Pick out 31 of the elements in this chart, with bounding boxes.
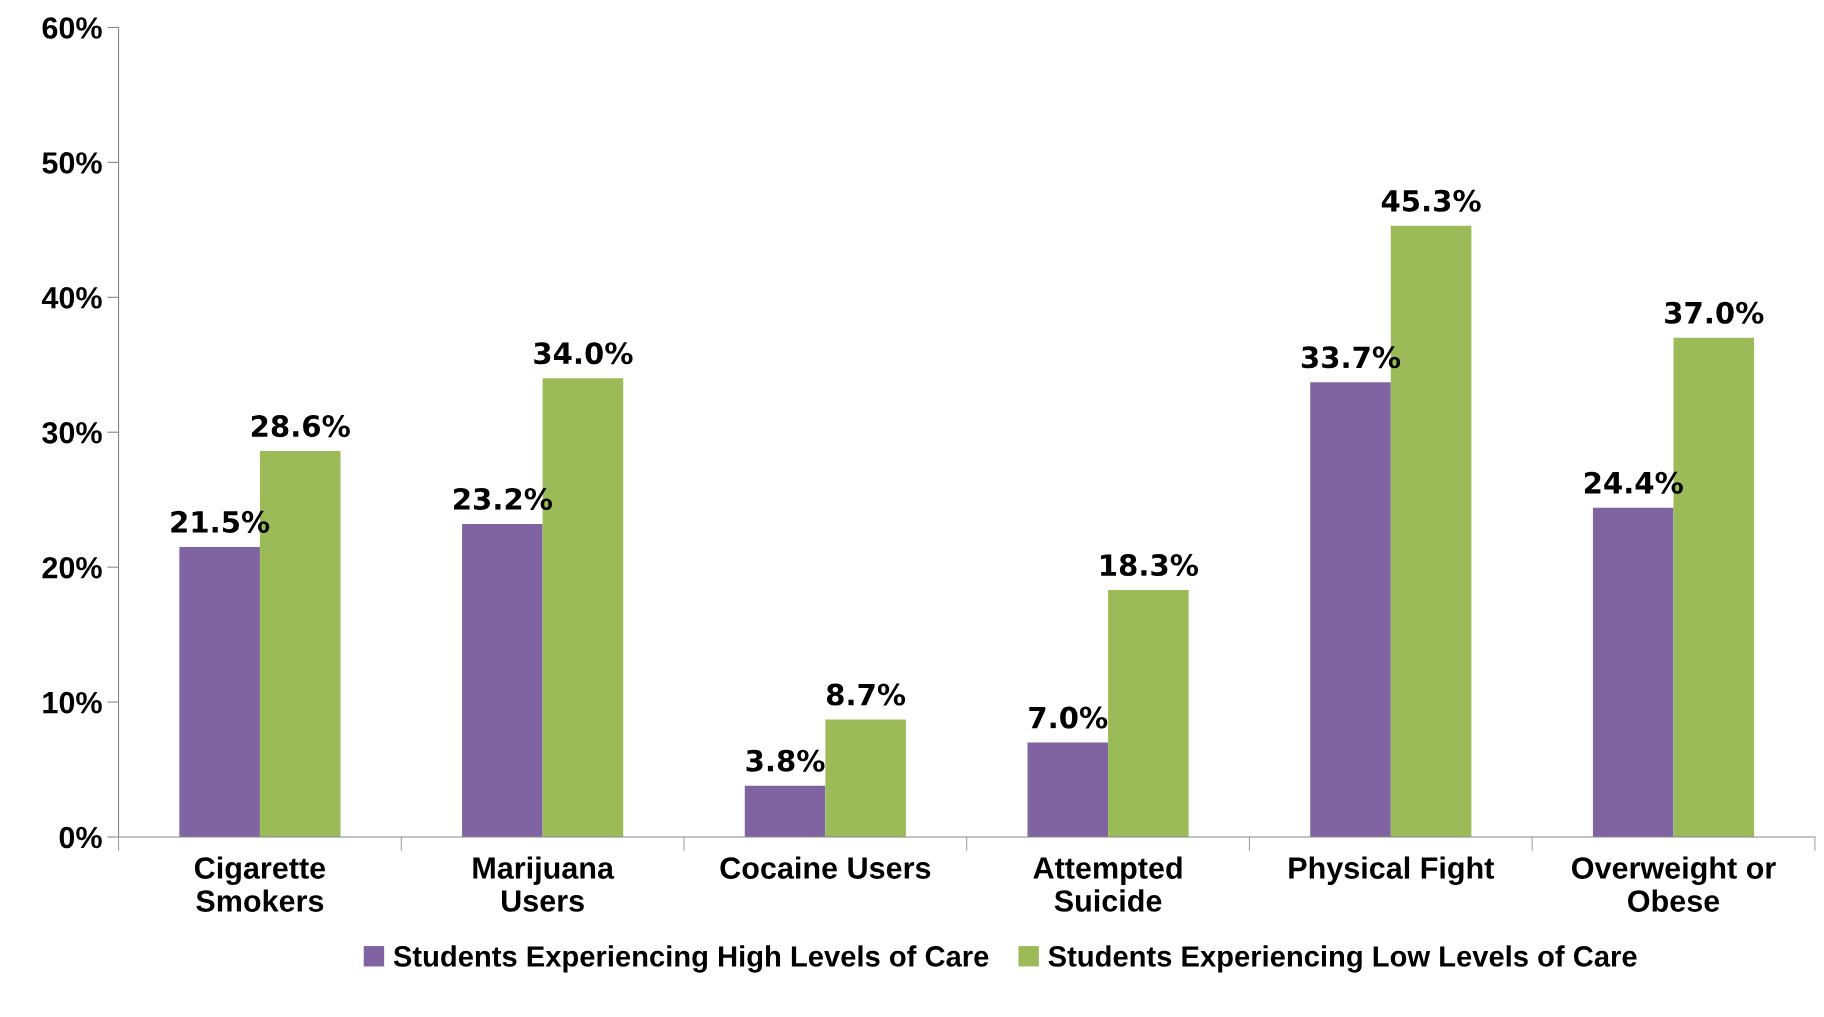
data-label: 28.6% xyxy=(251,415,350,438)
bar xyxy=(179,546,260,837)
bar xyxy=(744,785,826,837)
bar xyxy=(1108,590,1189,837)
data-label: 45.3% xyxy=(1381,189,1481,212)
data-label: 7.0% xyxy=(1029,706,1108,729)
x-tick-label: Overweight or Obese xyxy=(1572,856,1776,912)
legend-label: Students Experiencing Low Levels of Care xyxy=(1048,945,1637,973)
y-tick-label: 0% xyxy=(59,826,102,849)
data-label: 8.7% xyxy=(826,683,906,706)
y-tick-label: 10% xyxy=(43,691,102,714)
data-label: 3.8% xyxy=(746,749,825,772)
y-tick-label: 20% xyxy=(42,556,102,579)
bar xyxy=(1027,742,1109,837)
y-tick-label: 40% xyxy=(41,287,102,309)
x-tick-label: Cocaine Users xyxy=(720,856,931,879)
bar xyxy=(1310,382,1391,837)
legend-label: Students Experiencing High Levels of Care xyxy=(393,945,989,973)
y-tick-label: 50% xyxy=(42,152,102,174)
data-label: 37.0% xyxy=(1665,301,1764,324)
x-tick-label: Marijuana Users xyxy=(473,856,615,912)
data-label: 34.0% xyxy=(534,342,633,365)
x-tick-label: Attempted Suicide xyxy=(1033,856,1182,912)
y-tick-label: 30% xyxy=(42,421,102,444)
bar xyxy=(1592,507,1674,837)
data-label: 18.3% xyxy=(1101,554,1199,577)
y-tick-label: 60% xyxy=(42,17,102,39)
bar xyxy=(825,719,906,837)
bar xyxy=(462,523,543,837)
x-tick-label: Physical Fight xyxy=(1289,856,1495,886)
x-tick-label: Cigarette Smokers xyxy=(194,856,326,912)
